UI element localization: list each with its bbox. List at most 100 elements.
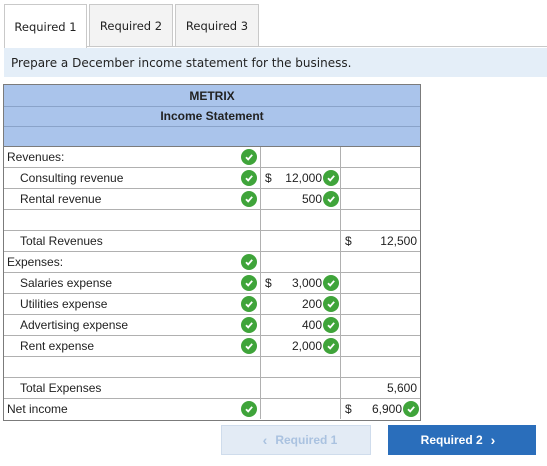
amount-cell[interactable]: 2,000 [261, 336, 341, 356]
amount-cell[interactable]: $ 12,000 [261, 168, 341, 188]
chevron-left-icon: ‹ [262, 432, 268, 448]
label-cell[interactable] [4, 210, 261, 230]
amount-value: 2,000 [291, 339, 322, 353]
total-cell[interactable]: $ 6,900 [341, 399, 420, 419]
row-label: Total Revenues [20, 234, 103, 248]
label-cell[interactable]: Net income [4, 399, 261, 419]
total-cell[interactable] [341, 336, 420, 356]
check-icon [323, 170, 339, 186]
total-value: 6,900 [371, 402, 402, 416]
table-row: Consulting revenue $ 12,000 [4, 168, 420, 189]
label-cell[interactable]: Total Revenues [4, 231, 261, 251]
check-icon [323, 191, 339, 207]
tab-required-1[interactable]: Required 1 [4, 4, 87, 48]
tab-bar: Required 1 Required 2 Required 3 [4, 4, 261, 48]
table-row [4, 357, 420, 378]
amount-cell[interactable] [261, 252, 341, 272]
label-cell[interactable]: Revenues: [4, 147, 261, 167]
amount-value: 500 [301, 192, 322, 206]
check-icon [241, 149, 257, 165]
check-icon [323, 338, 339, 354]
table-row: Revenues: [4, 147, 420, 168]
check-icon [241, 191, 257, 207]
row-label: Total Expenses [20, 381, 102, 395]
row-label: Revenues: [7, 150, 65, 164]
amount-cell[interactable]: $ 3,000 [261, 273, 341, 293]
total-cell[interactable] [341, 210, 420, 230]
table-row: Total Revenues $ 12,500 [4, 231, 420, 252]
row-label: Rental revenue [20, 192, 102, 206]
row-label: Advertising expense [20, 318, 129, 332]
amount-cell[interactable] [261, 231, 341, 251]
total-cell[interactable] [341, 189, 420, 209]
amount-cell[interactable] [261, 210, 341, 230]
row-label: Expenses: [7, 255, 64, 269]
label-cell[interactable]: Advertising expense [4, 315, 261, 335]
total-cell[interactable]: 5,600 [341, 378, 420, 398]
label-cell[interactable]: Expenses: [4, 252, 261, 272]
tab-required-2[interactable]: Required 2 [89, 4, 173, 47]
amount-value: 3,000 [291, 276, 322, 290]
amount-cell[interactable] [261, 399, 341, 419]
check-icon [241, 338, 257, 354]
amount-cell[interactable]: 500 [261, 189, 341, 209]
label-cell[interactable] [4, 357, 261, 377]
previous-button[interactable]: ‹ Required 1 [221, 425, 371, 455]
row-label: Salaries expense [20, 276, 113, 290]
amount-cell[interactable] [261, 147, 341, 167]
statement-header: METRIX Income Statement [4, 85, 420, 147]
total-value: 5,600 [386, 381, 417, 395]
company-name: METRIX [189, 89, 235, 103]
table-row: Total Expenses 5,600 [4, 378, 420, 399]
amount-value: 200 [301, 297, 322, 311]
check-icon [403, 401, 419, 417]
chevron-right-icon: › [490, 432, 496, 448]
table-row: Net income $ 6,900 [4, 399, 420, 420]
check-icon [241, 254, 257, 270]
next-button[interactable]: Required 2 › [388, 425, 536, 455]
row-label: Consulting revenue [20, 171, 124, 185]
row-label: Utilities expense [20, 297, 108, 311]
label-cell[interactable]: Rent expense [4, 336, 261, 356]
check-icon [241, 401, 257, 417]
check-icon [241, 275, 257, 291]
label-cell[interactable]: Total Expenses [4, 378, 261, 398]
label-cell[interactable]: Rental revenue [4, 189, 261, 209]
table-row: Rent expense 2,000 [4, 336, 420, 357]
label-cell[interactable]: Salaries expense [4, 273, 261, 293]
total-cell[interactable] [341, 315, 420, 335]
tab-required-3[interactable]: Required 3 [175, 4, 259, 47]
check-icon [323, 317, 339, 333]
total-cell[interactable] [341, 357, 420, 377]
table-row: Advertising expense 400 [4, 315, 420, 336]
table-row [4, 210, 420, 231]
amount-value: 400 [301, 318, 322, 332]
table-row: Salaries expense $ 3,000 [4, 273, 420, 294]
amount-cell[interactable] [261, 357, 341, 377]
dollar-sign: $ [345, 234, 352, 248]
total-cell[interactable] [341, 294, 420, 314]
total-cell[interactable] [341, 252, 420, 272]
previous-button-label: Required 1 [275, 433, 338, 447]
label-cell[interactable]: Utilities expense [4, 294, 261, 314]
amount-cell[interactable] [261, 378, 341, 398]
label-cell[interactable]: Consulting revenue [4, 168, 261, 188]
total-cell[interactable] [341, 168, 420, 188]
dollar-sign: $ [265, 276, 272, 290]
check-icon [323, 275, 339, 291]
amount-cell[interactable]: 400 [261, 315, 341, 335]
dollar-sign: $ [265, 171, 272, 185]
table-row: Expenses: [4, 252, 420, 273]
check-icon [323, 296, 339, 312]
next-button-label: Required 2 [420, 433, 483, 447]
total-cell[interactable] [341, 273, 420, 293]
row-label: Net income [7, 402, 68, 416]
total-cell[interactable] [341, 147, 420, 167]
total-cell[interactable]: $ 12,500 [341, 231, 420, 251]
amount-value: 12,000 [285, 171, 322, 185]
amount-cell[interactable]: 200 [261, 294, 341, 314]
tab-divider [4, 46, 547, 47]
total-value: 12,500 [380, 234, 417, 248]
check-icon [241, 317, 257, 333]
check-icon [241, 296, 257, 312]
